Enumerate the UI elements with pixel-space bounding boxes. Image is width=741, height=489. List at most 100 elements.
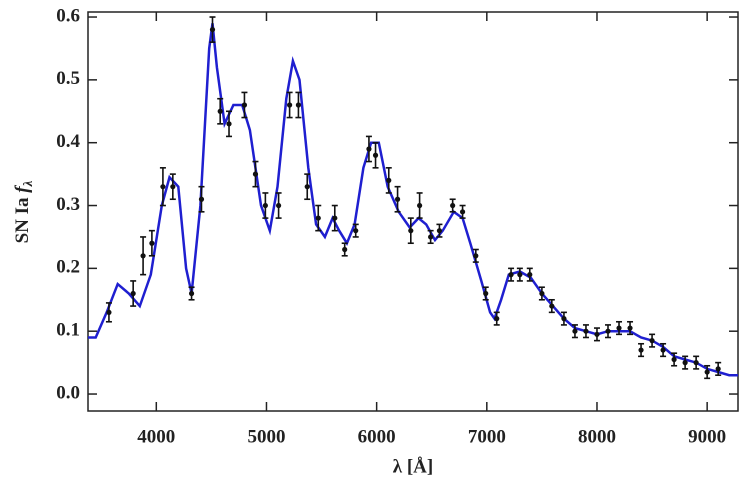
error-point <box>217 97 224 125</box>
data-point <box>149 240 155 246</box>
error-point <box>472 248 479 263</box>
error-point <box>341 242 348 257</box>
data-point <box>353 228 359 234</box>
y-label-sub: λ <box>20 180 35 187</box>
y-tick-label: 0.1 <box>56 320 80 341</box>
data-point <box>638 347 644 353</box>
error-point <box>582 324 589 339</box>
data-point <box>198 196 205 202</box>
data-point <box>252 171 259 177</box>
data-point <box>295 102 302 108</box>
error-point <box>169 173 176 201</box>
error-point <box>188 286 195 301</box>
error-point <box>508 267 515 282</box>
data-point <box>527 272 533 278</box>
data-point <box>508 272 514 278</box>
data-point <box>583 328 589 334</box>
error-point <box>671 352 678 367</box>
x-tick-label: 7000 <box>468 426 506 447</box>
error-point <box>548 298 555 314</box>
error-point <box>148 229 155 257</box>
data-point <box>417 202 423 209</box>
data-point <box>671 356 677 363</box>
y-label-text: SN Ia <box>12 197 33 243</box>
plot-frame <box>87 11 739 412</box>
error-point <box>436 223 443 238</box>
error-point <box>571 324 578 339</box>
error-point <box>105 302 112 323</box>
data-point <box>616 325 622 331</box>
data-point <box>704 369 710 375</box>
error-point <box>605 324 611 339</box>
model-line <box>88 23 738 377</box>
data-point <box>130 290 136 297</box>
data-point <box>428 234 434 240</box>
y-tick-label: 0.3 <box>56 194 80 215</box>
data-point <box>660 347 666 353</box>
error-point <box>704 364 711 380</box>
error-point <box>526 267 533 282</box>
data-point <box>394 196 401 202</box>
error-point <box>286 91 293 119</box>
x-tick-label: 6000 <box>358 426 396 447</box>
data-point <box>649 338 655 344</box>
error-point <box>649 333 656 348</box>
error-point <box>560 311 567 326</box>
x-tick-label: 4000 <box>137 426 175 447</box>
x-tick-label: 9000 <box>688 426 726 447</box>
error-point <box>627 320 634 336</box>
data-point <box>315 215 321 221</box>
data-point <box>627 325 633 331</box>
error-point <box>427 229 434 245</box>
error-point <box>352 223 359 238</box>
data-point <box>160 184 166 190</box>
x-tick-label: 5000 <box>247 426 285 447</box>
error-point <box>198 185 205 213</box>
error-point <box>331 204 338 232</box>
data-point <box>549 303 555 309</box>
data-point <box>572 328 578 334</box>
error-point <box>449 198 456 213</box>
error-point <box>693 355 700 370</box>
data-point <box>372 152 379 158</box>
data-point <box>170 184 176 190</box>
y-tick-label: 0.0 <box>56 382 80 403</box>
y-tick-label: 0.6 <box>56 5 80 26</box>
error-point <box>159 167 166 207</box>
error-point <box>140 236 147 276</box>
data-point <box>605 328 611 334</box>
data-point <box>275 202 282 209</box>
data-point <box>473 253 479 259</box>
error-point <box>295 91 302 119</box>
data-point <box>693 360 699 366</box>
y-axis-label: SN Ia fλ <box>12 180 35 243</box>
error-point <box>252 160 259 188</box>
data-point <box>287 102 293 108</box>
data-point <box>140 253 146 259</box>
error-point <box>262 192 269 219</box>
error-point <box>394 185 401 213</box>
data-point <box>226 121 232 127</box>
error-point <box>304 173 311 201</box>
error-point <box>416 192 423 219</box>
data-point <box>332 215 338 221</box>
error-point <box>385 167 392 194</box>
data-point <box>386 177 392 183</box>
data-point <box>342 246 348 253</box>
data-point <box>106 309 112 315</box>
data-point <box>594 331 600 337</box>
error-point <box>275 192 282 219</box>
error-point <box>638 342 645 358</box>
error-point <box>538 286 545 301</box>
data-point <box>241 102 248 108</box>
error-point <box>493 311 500 326</box>
data-point <box>304 184 310 190</box>
error-point <box>482 286 489 301</box>
error-point <box>241 91 248 119</box>
data-point <box>366 146 372 152</box>
y-tick-label: 0.5 <box>56 68 80 89</box>
data-point <box>715 366 721 372</box>
data-point <box>262 202 268 209</box>
error-point <box>130 280 137 307</box>
x-tick-label: 8000 <box>578 426 616 447</box>
